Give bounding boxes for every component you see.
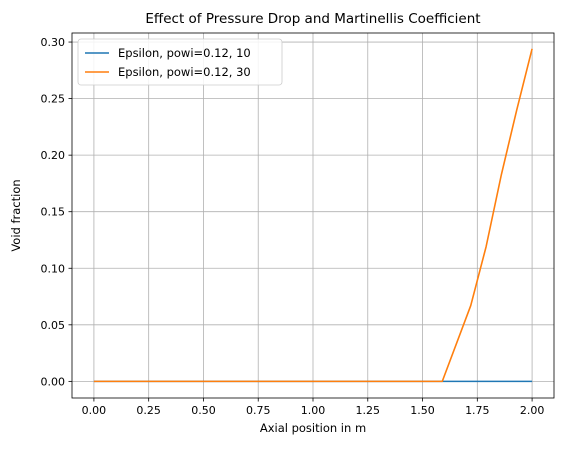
x-tick-label: 1.50 [410, 404, 435, 417]
x-tick-label: 0.75 [246, 404, 271, 417]
y-tick-label: 0.20 [41, 149, 66, 162]
y-ticks: 0.00 0.05 0.10 0.15 0.20 0.25 0.30 [41, 36, 72, 388]
y-tick-label: 0.30 [41, 36, 66, 49]
x-tick-label: 2.00 [520, 404, 545, 417]
y-axis-label: Void fraction [9, 179, 23, 251]
y-tick-label: 0.10 [41, 262, 66, 275]
grid-lines [72, 33, 554, 398]
y-tick-label: 0.00 [41, 375, 66, 388]
legend-label-2: Epsilon, powi=0.12, 30 [118, 65, 251, 79]
y-tick-label: 0.25 [41, 93, 66, 106]
series-lines [93, 48, 533, 383]
y-tick-label: 0.15 [41, 206, 66, 219]
series-line-2 [93, 48, 533, 383]
x-ticks: 0.00 0.25 0.50 0.75 1.00 1.25 1.50 1.75 2.00 [82, 398, 545, 417]
x-tick-label: 0.00 [82, 404, 107, 417]
legend-label-1: Epsilon, powi=0.12, 10 [118, 46, 251, 60]
legend-box [77, 38, 283, 86]
chart-title: Effect of Pressure Drop and Martinellis … [145, 11, 480, 27]
x-tick-label: 1.00 [301, 404, 326, 417]
x-tick-label: 0.25 [136, 404, 161, 417]
x-tick-label: 1.75 [465, 404, 490, 417]
x-tick-label: 0.50 [191, 404, 216, 417]
x-tick-label: 1.25 [356, 404, 381, 417]
x-axis-label: Axial position in m [260, 421, 366, 435]
y-tick-label: 0.05 [41, 319, 66, 332]
legend: Epsilon, powi=0.12, 10 Epsilon, powi=0.12… [77, 38, 283, 86]
